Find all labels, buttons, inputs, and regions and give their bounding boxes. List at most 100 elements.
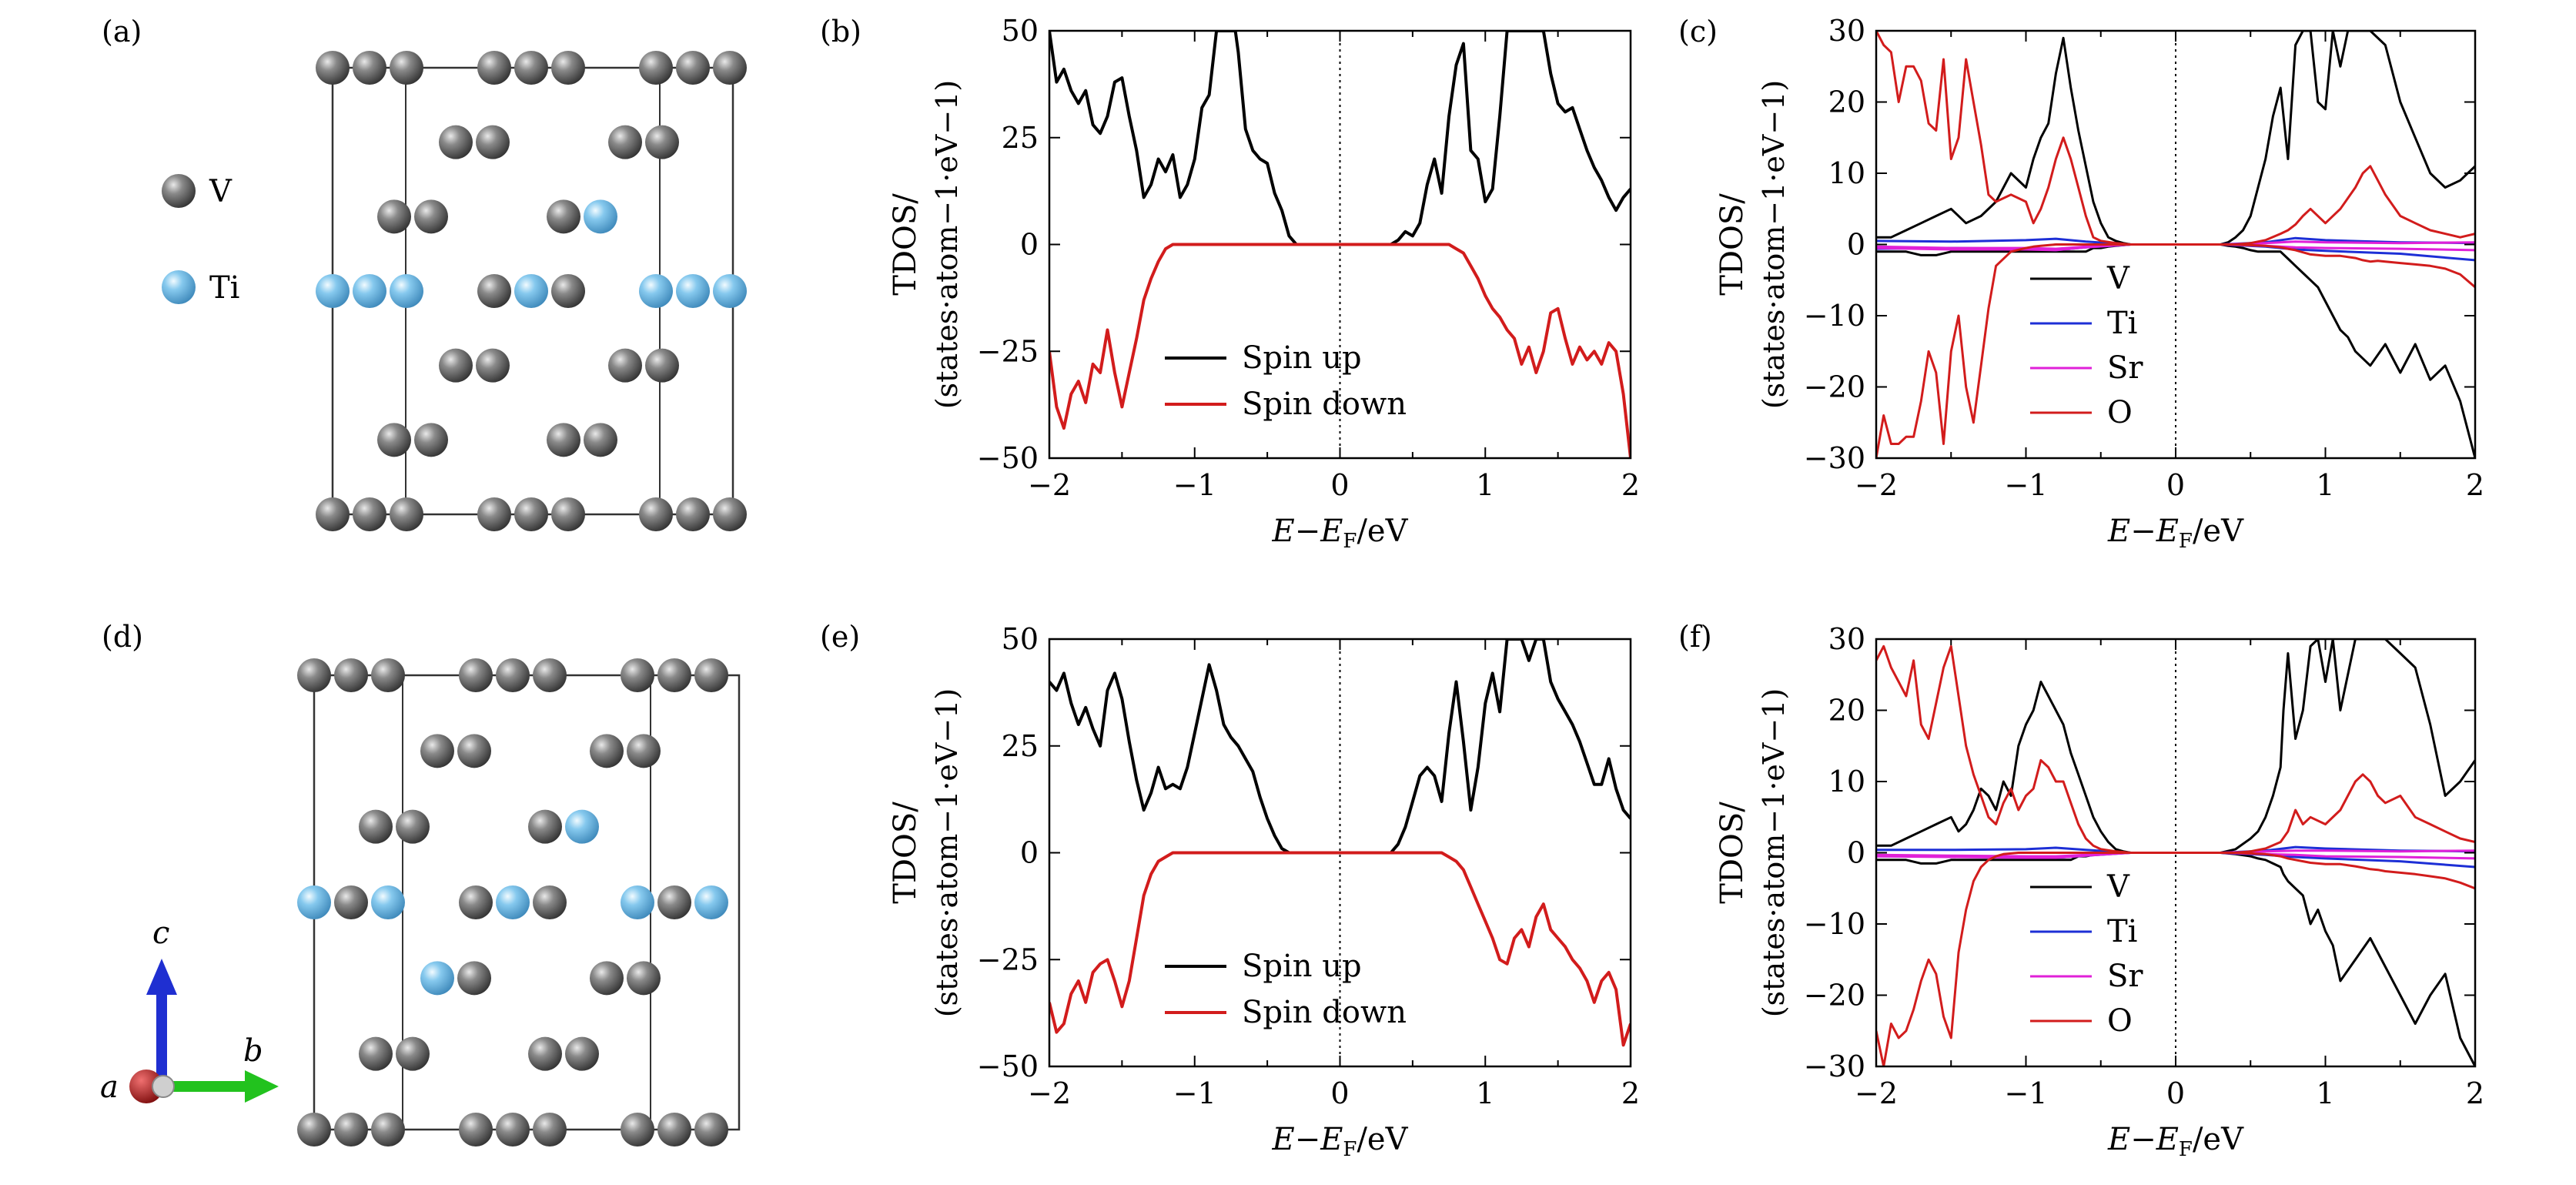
atom-ti xyxy=(496,885,530,919)
plot-legend: V Ti Sr O xyxy=(2030,261,2143,430)
series-group xyxy=(1049,31,1631,458)
y-tick-label: 30 xyxy=(1828,14,1865,48)
atom-v xyxy=(390,497,423,531)
atom-v xyxy=(477,51,511,85)
atom-v xyxy=(533,885,567,919)
atom-v xyxy=(414,199,448,234)
panel-label: (f) xyxy=(1678,620,1712,654)
legend-label: O xyxy=(2107,395,2133,430)
atom-v xyxy=(547,423,580,457)
legend-label: Spin up xyxy=(1242,949,1362,984)
atom-v xyxy=(316,497,350,531)
atom-v xyxy=(476,125,510,159)
atom-v xyxy=(645,125,679,159)
b-axis-arrow xyxy=(162,1081,246,1092)
atom-v xyxy=(621,658,654,692)
series-line-o xyxy=(1876,644,2475,854)
y-tick-label: 50 xyxy=(1002,14,1039,48)
atom-v xyxy=(639,497,673,531)
y-axis-label-line2: (states·atom−1·eV−1) xyxy=(930,80,964,409)
series-line-spin-down xyxy=(1049,243,1631,458)
atom-v xyxy=(565,1036,599,1071)
y-tick-label: 50 xyxy=(1002,622,1039,656)
atom-v xyxy=(590,961,624,996)
x-tick-label: 0 xyxy=(2166,468,2185,502)
y-tick-label: −10 xyxy=(1804,299,1865,333)
atom-v xyxy=(439,125,473,159)
atom-ti xyxy=(713,274,747,308)
y-tick-label: 0 xyxy=(1020,228,1039,262)
x-tick-label: 2 xyxy=(1621,468,1640,502)
x-tick-label: −2 xyxy=(1028,468,1071,502)
y-tick-label: 0 xyxy=(1847,228,1865,262)
series-line-spin-down xyxy=(1049,851,1631,1047)
atom-v xyxy=(514,497,548,531)
atom-ti xyxy=(621,885,654,919)
y-tick-label: 20 xyxy=(1828,85,1865,119)
y-axis-label: TDOS/(states·atom−1·eV−1) xyxy=(1715,80,1791,409)
atom-v xyxy=(439,348,473,383)
atom-v xyxy=(713,497,747,531)
plot-e: (e) −2 −1 0 1 2 −50 −25 0 25 50 E−EF/eV TDOS/(states… xyxy=(820,620,1640,1161)
atom-v xyxy=(676,51,710,85)
x-tick-label: 0 xyxy=(1330,1076,1349,1110)
atom-v xyxy=(390,51,423,85)
atom-legend: V Ti xyxy=(162,174,239,306)
atom-v xyxy=(496,658,530,692)
legend-label: O xyxy=(2107,1003,2133,1039)
x-tick-label: 1 xyxy=(1476,468,1494,502)
legend-label: V xyxy=(2106,869,2130,905)
y-tick-label: 0 xyxy=(1020,836,1039,870)
series-line-o-down xyxy=(1876,852,2475,1066)
atom-v xyxy=(533,658,567,692)
y-tick-label: −30 xyxy=(1804,441,1865,475)
b-axis-head xyxy=(245,1070,279,1103)
x-tick-label: 1 xyxy=(2316,1076,2334,1110)
atom-ti xyxy=(297,885,331,919)
x-tick-label: −2 xyxy=(1028,1076,1071,1110)
c-axis-head xyxy=(146,959,177,995)
atom-ti xyxy=(390,274,423,308)
y-tick-label: −10 xyxy=(1804,907,1865,941)
legend-label: Ti xyxy=(2107,306,2137,341)
series-line-o xyxy=(1876,31,2475,246)
y-axis-label: TDOS/(states·atom−1·eV−1) xyxy=(1715,688,1791,1017)
c-axis-label: c xyxy=(152,916,169,951)
b-axis-label: b xyxy=(243,1033,263,1069)
panel-label: (e) xyxy=(820,620,860,654)
atom-v xyxy=(371,1113,405,1147)
plot-b: (b) −2 −1 0 1 2 −50 −25 0 25 50 E−EF/eV TDOS/(states… xyxy=(820,14,1640,553)
x-tick-label: 2 xyxy=(2466,468,2484,502)
atom-v xyxy=(713,51,747,85)
x-axis-label: E−EF/eV xyxy=(1271,514,1408,553)
y-tick-label: 20 xyxy=(1828,694,1865,728)
series-group xyxy=(1876,639,2475,1066)
plot-f: (f)−2 −1 0 1 2−30−20−100102030E−EF/eVTDOS/(s… xyxy=(1678,620,2484,1161)
series-line-v xyxy=(1876,639,2475,854)
atom-v xyxy=(459,1113,493,1147)
atom-v xyxy=(639,51,673,85)
atom-v xyxy=(353,51,386,85)
atom-ti xyxy=(353,274,386,308)
panel-label: (c) xyxy=(1678,15,1718,49)
atom-ti xyxy=(420,961,454,996)
atom-v xyxy=(371,658,405,692)
x-tick-label: −1 xyxy=(1173,468,1216,502)
legend-label: V xyxy=(2106,261,2130,296)
y-axis-label-line1: TDOS/ xyxy=(888,802,923,904)
atom-v xyxy=(694,658,728,692)
legend-label: Spin up xyxy=(1242,340,1362,376)
atom-v xyxy=(627,961,661,996)
crystal-panel-a: (a) xyxy=(102,15,747,531)
legend-atom-v xyxy=(162,174,196,208)
legend-label: Spin down xyxy=(1242,995,1407,1030)
panel-label: (a) xyxy=(102,15,142,49)
atom-v xyxy=(477,497,511,531)
atom-v xyxy=(533,1113,567,1147)
y-tick-label: 30 xyxy=(1828,622,1865,656)
y-axis-label-line1: TDOS/ xyxy=(1715,193,1750,296)
atom-ti xyxy=(316,274,350,308)
atom-ti xyxy=(639,274,673,308)
legend-label: Sr xyxy=(2107,350,2143,386)
x-tick-label: −1 xyxy=(2004,468,2047,502)
